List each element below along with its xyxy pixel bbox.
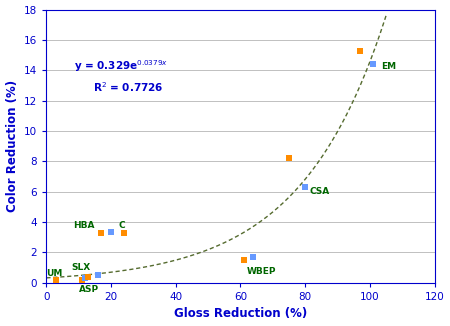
Text: C: C	[118, 221, 125, 230]
Text: SLX: SLX	[72, 263, 91, 272]
X-axis label: Gloss Reduction (%): Gloss Reduction (%)	[174, 307, 307, 320]
Text: UM: UM	[46, 269, 63, 278]
Point	[302, 185, 309, 190]
Text: R$^2$ = 0.7726: R$^2$ = 0.7726	[93, 80, 164, 94]
Point	[121, 230, 128, 235]
Text: ASP: ASP	[79, 285, 99, 294]
Point	[356, 48, 364, 53]
Point	[250, 254, 257, 259]
Text: CSA: CSA	[309, 187, 329, 196]
Text: EM: EM	[382, 63, 396, 71]
Point	[78, 277, 86, 282]
Y-axis label: Color Reduction (%): Color Reduction (%)	[5, 80, 18, 212]
Text: HBA: HBA	[74, 221, 95, 230]
Point	[98, 230, 105, 235]
Point	[369, 62, 377, 67]
Text: WBEP: WBEP	[247, 267, 276, 276]
Point	[53, 277, 60, 283]
Point	[108, 230, 115, 235]
Point	[285, 156, 292, 161]
Point	[85, 274, 92, 280]
Point	[94, 272, 102, 277]
Point	[81, 276, 89, 281]
Text: y = 0.329e$^{0.0379x}$: y = 0.329e$^{0.0379x}$	[73, 58, 168, 74]
Point	[240, 258, 248, 263]
